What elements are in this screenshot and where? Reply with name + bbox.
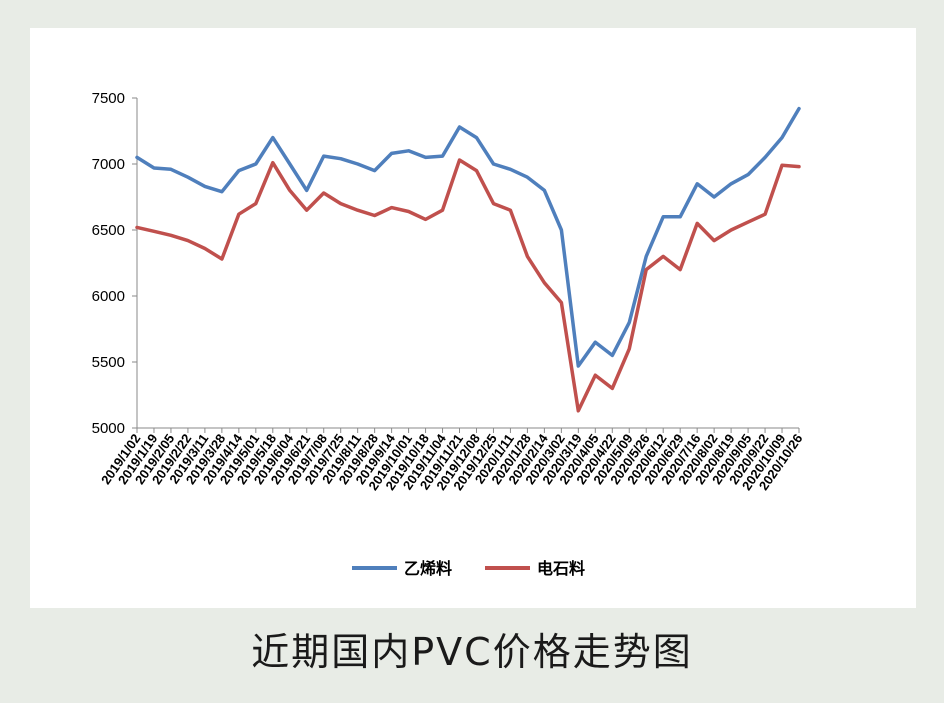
y-tick-label: 6000 <box>92 288 125 305</box>
series-lines <box>135 106 801 413</box>
legend: 乙烯料 电石料 <box>352 559 585 578</box>
series-line-1 <box>135 106 801 368</box>
y-tick-label: 5500 <box>92 354 125 371</box>
legend-label-2: 电石料 <box>537 559 585 578</box>
y-tick-label: 6500 <box>92 222 125 239</box>
y-tick-label: 7000 <box>92 156 125 173</box>
y-tick-label: 5000 <box>92 420 125 437</box>
chart-panel: 5000 5500 6000 6500 7000 7500 2019/1/02 2019/1… <box>30 28 916 608</box>
series-line-2 <box>135 158 801 413</box>
x-axis-ticks: 2019/1/022019/1/192019/2/052019/2/222019… <box>98 428 805 493</box>
chart-axes <box>136 98 799 429</box>
y-tick-label: 7500 <box>92 90 125 107</box>
figure-caption: 近期国内PVC价格走势图 <box>251 630 693 674</box>
y-axis-ticks: 5000 5500 6000 6500 7000 7500 <box>92 90 137 437</box>
legend-label-1: 乙烯料 <box>404 559 452 578</box>
line-chart: 5000 5500 6000 6500 7000 7500 2019/1/022019/1… <box>92 90 806 578</box>
